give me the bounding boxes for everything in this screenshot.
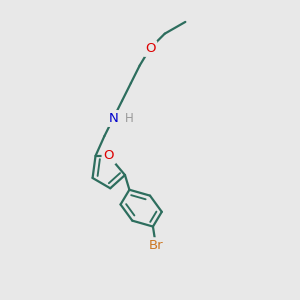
Text: O: O xyxy=(145,42,155,55)
Text: O: O xyxy=(103,149,114,162)
Text: Br: Br xyxy=(148,239,163,252)
Text: H: H xyxy=(125,112,134,125)
Text: N: N xyxy=(108,112,118,125)
